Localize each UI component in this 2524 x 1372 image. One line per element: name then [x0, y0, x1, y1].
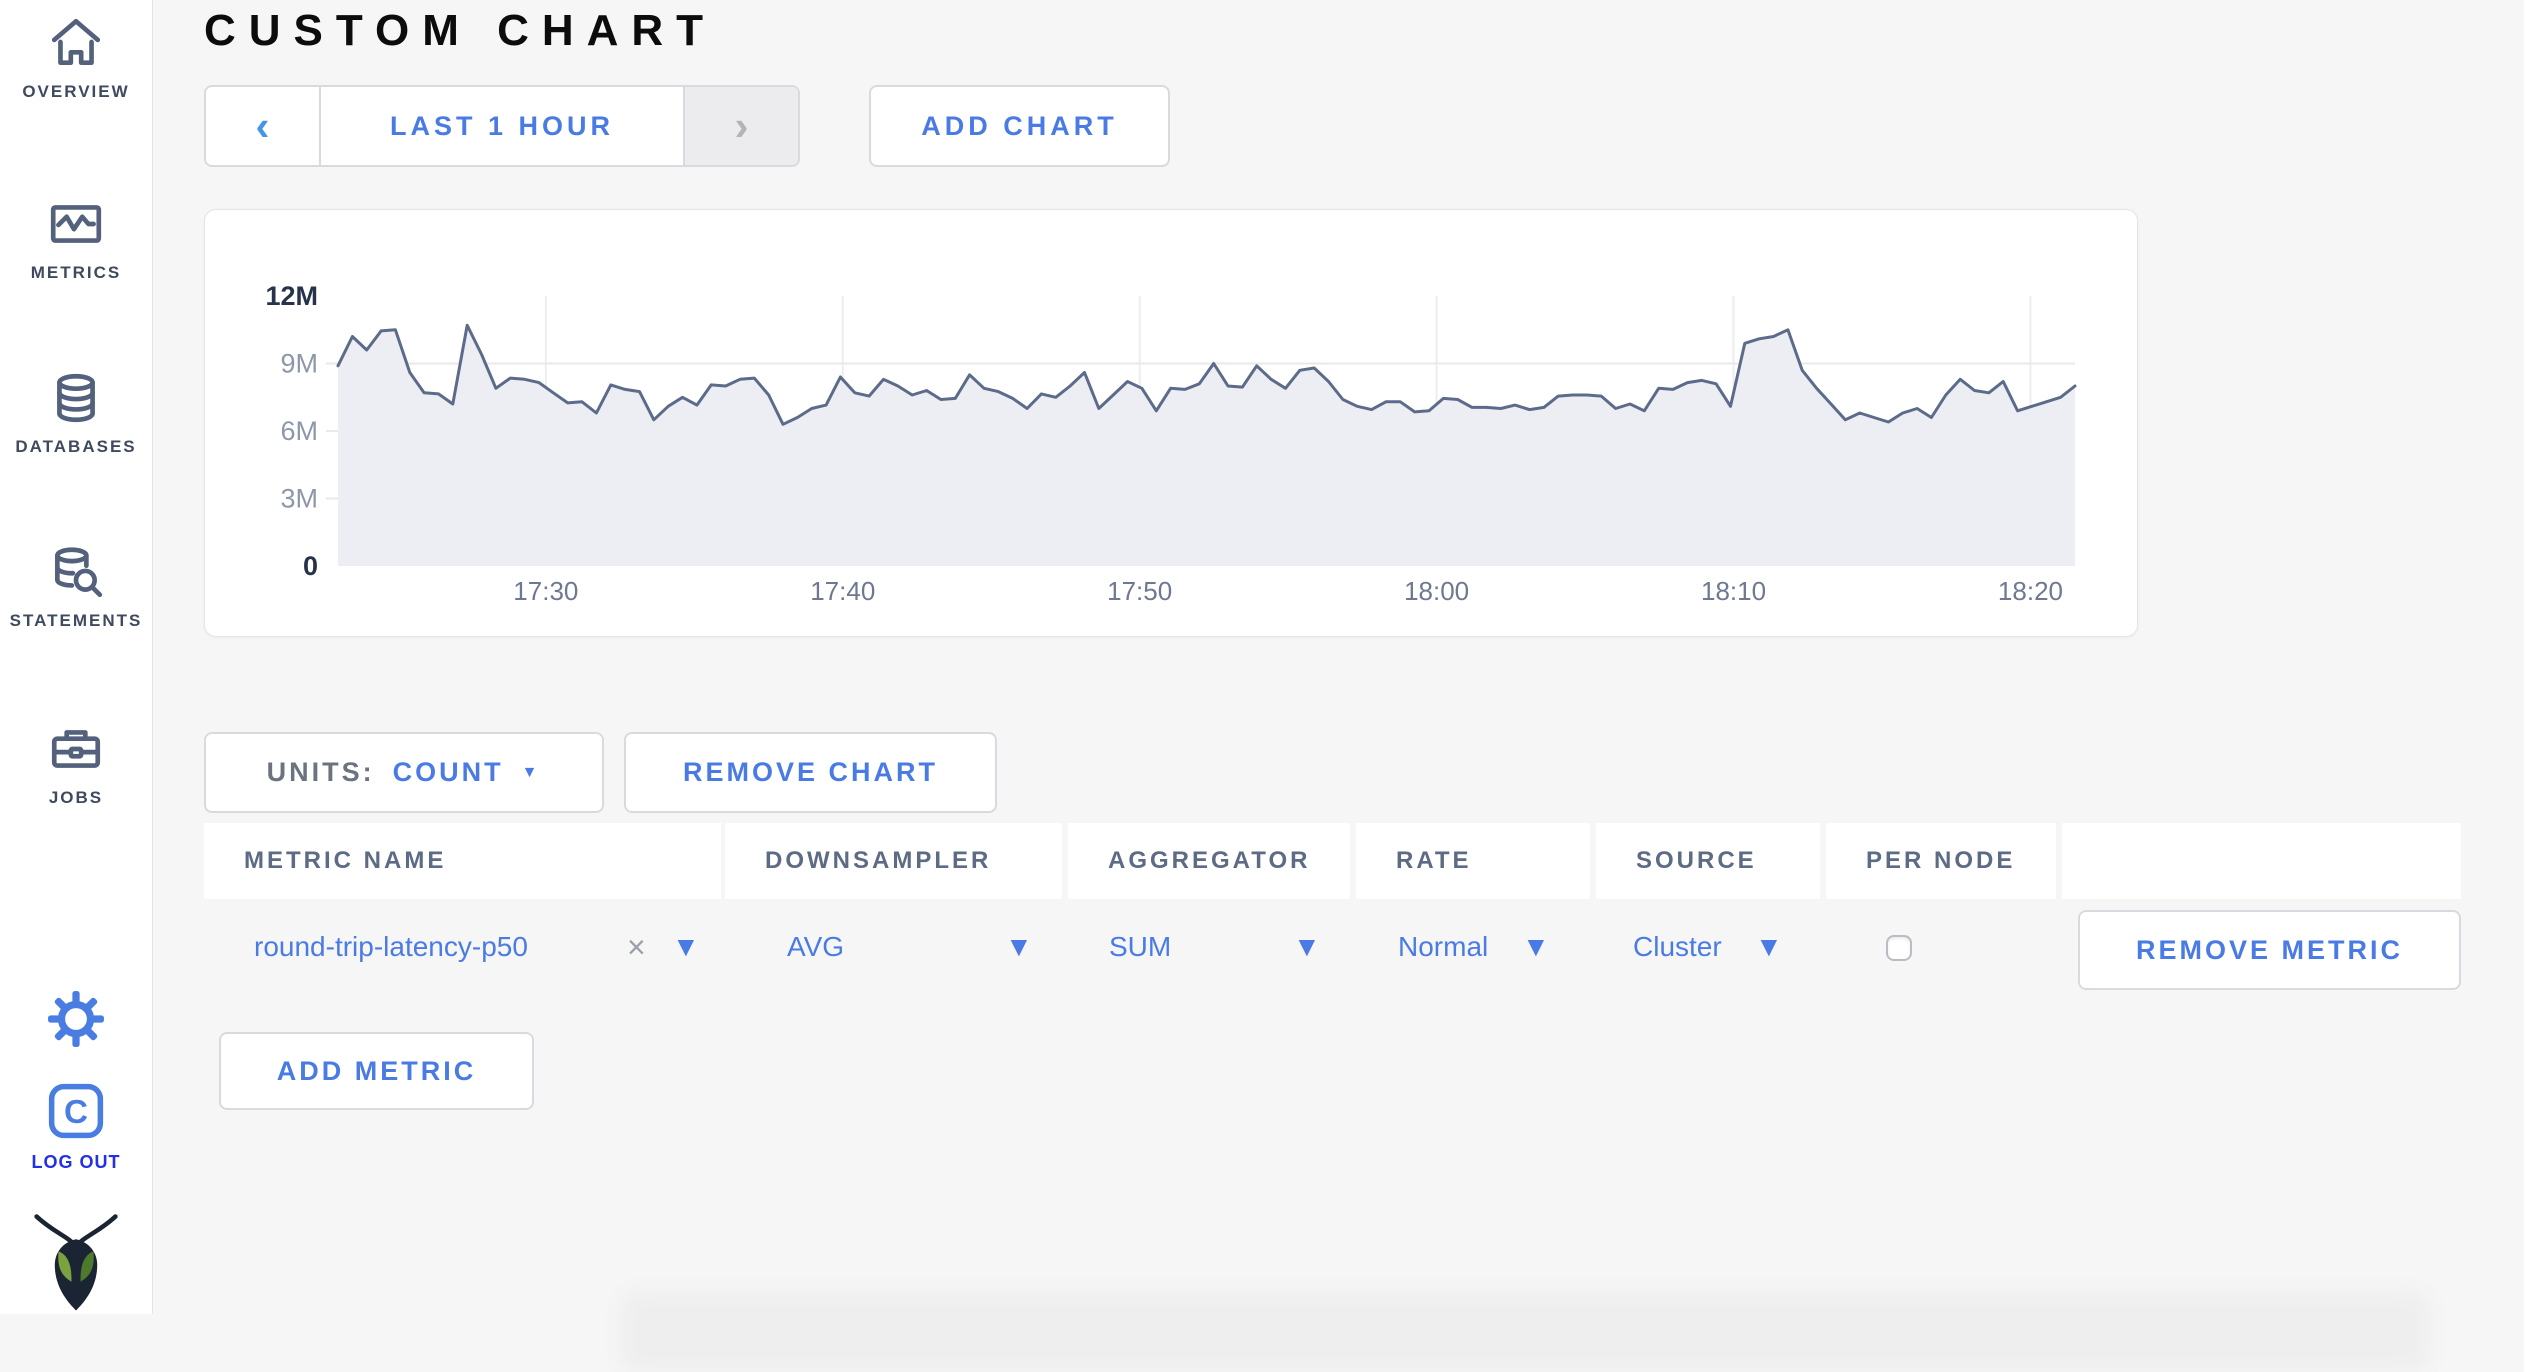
- svg-text:18:20: 18:20: [1998, 576, 2063, 606]
- svg-text:17:40: 17:40: [810, 576, 875, 606]
- caret-down-icon: ▼: [521, 763, 542, 781]
- gear-icon: (function(){ var g=document.getElementBy…: [48, 991, 104, 1047]
- downsampler-select[interactable]: AVG: [787, 931, 845, 962]
- metrics-icon: [50, 205, 102, 243]
- bottom-panel-shadow: [620, 1292, 2430, 1372]
- units-value: COUNT: [392, 757, 504, 787]
- chevron-right-icon: ›: [734, 102, 749, 149]
- rate-caret-down-icon[interactable]: ▼: [1522, 931, 1550, 962]
- statements-icon: [55, 547, 103, 598]
- svg-text:12M: 12M: [265, 281, 318, 311]
- sidebar-item-label: OVERVIEW: [22, 82, 130, 101]
- logout-label: LOG OUT: [31, 1152, 121, 1172]
- sidebar-item-overview[interactable]: OVERVIEW: [0, 14, 152, 102]
- sidebar: OVERVIEW METRICS DATABASES: [0, 0, 153, 1314]
- sidebar-item-label: STATEMENTS: [9, 611, 143, 630]
- settings-button[interactable]: (function(){ var g=document.getElementBy…: [0, 990, 152, 1048]
- column-header-metric-name: METRIC NAME: [204, 823, 721, 899]
- sidebar-item-metrics[interactable]: METRICS: [0, 195, 152, 283]
- svg-text:6M: 6M: [280, 416, 318, 446]
- clear-metric-icon[interactable]: ×: [627, 928, 646, 965]
- svg-text:17:30: 17:30: [513, 576, 578, 606]
- svg-text:17:50: 17:50: [1107, 576, 1172, 606]
- timeseries-area-chart[interactable]: 12M 9M 6M 3M 0 17:30 17:40 17:50 18:00 18:10 18:20: [205, 210, 2137, 636]
- time-range-selector: ‹ LAST 1 HOUR ›: [204, 85, 800, 167]
- rate-select[interactable]: Normal: [1398, 931, 1489, 962]
- sidebar-item-label: JOBS: [48, 788, 104, 807]
- svg-text:18:00: 18:00: [1404, 576, 1469, 606]
- column-header-downsampler: DOWNSAMPLER: [725, 823, 1062, 899]
- svg-text:3M: 3M: [280, 484, 318, 514]
- briefcase-icon: [51, 730, 101, 768]
- source-select[interactable]: Cluster: [1633, 931, 1722, 962]
- source-caret-down-icon[interactable]: ▼: [1755, 931, 1783, 962]
- sidebar-item-statements[interactable]: STATEMENTS: [0, 543, 152, 631]
- column-header-per-node: PER NODE: [1826, 823, 2056, 899]
- aggregator-caret-down-icon[interactable]: ▼: [1293, 931, 1321, 962]
- units-dropdown[interactable]: UNITS: COUNT ▼: [204, 732, 604, 813]
- chevron-left-icon: ‹: [255, 102, 270, 149]
- sidebar-item-label: METRICS: [30, 263, 122, 282]
- home-icon: [51, 18, 101, 66]
- downsampler-caret-down-icon[interactable]: ▼: [1005, 931, 1033, 962]
- remove-chart-button[interactable]: REMOVE CHART: [624, 732, 997, 813]
- svg-text:C: C: [64, 1094, 88, 1131]
- add-metric-button[interactable]: ADD METRIC: [219, 1032, 534, 1110]
- column-header-actions: [2062, 823, 2461, 899]
- sidebar-item-databases[interactable]: DATABASES: [0, 369, 152, 457]
- per-node-checkbox[interactable]: [1886, 935, 1912, 961]
- page-title: CUSTOM CHART: [204, 6, 717, 55]
- column-header-source: SOURCE: [1596, 823, 1820, 899]
- column-header-aggregator: AGGREGATOR: [1068, 823, 1350, 899]
- add-chart-button[interactable]: ADD CHART: [869, 85, 1170, 167]
- database-icon: [57, 373, 95, 423]
- cockroach-c-icon: C: [48, 1083, 104, 1139]
- remove-metric-button[interactable]: REMOVE METRIC: [2078, 910, 2461, 990]
- sidebar-item-jobs[interactable]: JOBS: [0, 720, 152, 808]
- cockroachdb-bug-logo: [30, 1212, 122, 1317]
- aggregator-select[interactable]: SUM: [1109, 931, 1172, 962]
- sidebar-item-label: DATABASES: [15, 437, 137, 456]
- time-range-dropdown[interactable]: LAST 1 HOUR: [389, 110, 614, 141]
- column-header-rate: RATE: [1356, 823, 1590, 899]
- svg-text:9M: 9M: [280, 349, 318, 379]
- metric-name-select[interactable]: round-trip-latency-p50: [254, 931, 528, 962]
- svg-text:18:10: 18:10: [1701, 576, 1766, 606]
- units-label: UNITS:: [266, 757, 375, 787]
- svg-text:0: 0: [303, 551, 318, 581]
- custom-chart-card: 12M 9M 6M 3M 0 17:30 17:40 17:50 18:00 18:10 18:20: [204, 209, 2138, 637]
- logout-button[interactable]: C LOG OUT: [0, 1080, 152, 1173]
- metric-caret-down-icon[interactable]: ▼: [672, 931, 700, 962]
- time-range-prev-button[interactable]: ‹: [206, 87, 321, 165]
- time-range-next-button[interactable]: ›: [683, 87, 798, 165]
